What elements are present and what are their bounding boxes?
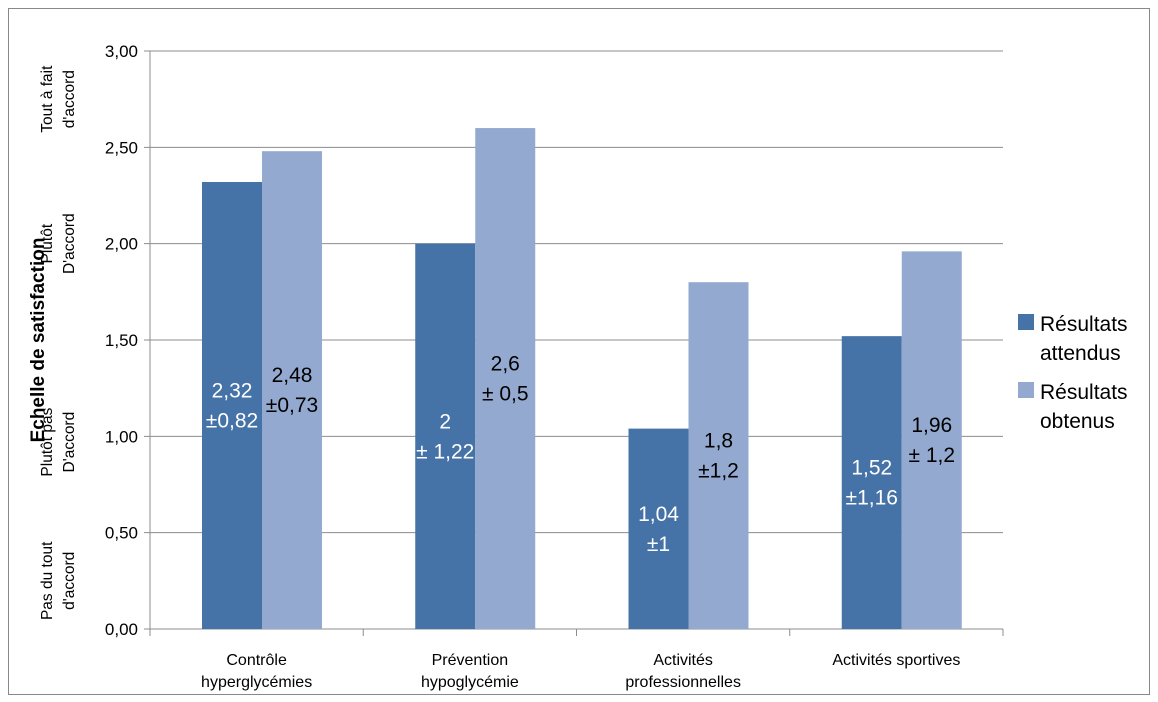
y-tick-label: 3,00: [105, 42, 138, 61]
x-category-label: Activités: [653, 652, 713, 669]
data-label: 2,48: [272, 364, 313, 387]
bar-expected: [415, 243, 476, 629]
data-label: 1,96: [911, 414, 952, 437]
scale-band-label: Pas du tout: [39, 541, 56, 620]
data-label: ± 0,5: [482, 383, 529, 406]
legend-label: Résultats: [1040, 313, 1128, 336]
bar-obtained: [475, 128, 536, 630]
data-label: ±1,16: [846, 487, 898, 510]
bar-expected: [202, 182, 262, 629]
bar-obtained: [688, 282, 749, 629]
legend-label: attendus: [1040, 342, 1121, 365]
x-category-label: hyperglycémies: [201, 674, 312, 691]
scale-band-label: D'accord: [61, 412, 78, 473]
y-tick-label: 2,50: [105, 138, 138, 157]
y-tick-label: 2,00: [105, 235, 138, 254]
y-tick-label: 0,00: [105, 620, 138, 639]
x-category-label: Contrôle: [226, 652, 287, 669]
y-tick-label: 0,50: [105, 524, 138, 543]
data-label: 2: [439, 410, 451, 433]
y-tick-label: 1,00: [105, 427, 138, 446]
scale-band-label: Plutôt pas: [39, 407, 56, 476]
y-tick-label: 1,50: [105, 331, 138, 350]
scale-band-label: Tout à fait: [39, 65, 56, 133]
chart-frame: [8, 8, 1150, 695]
data-label: 1,52: [851, 457, 892, 480]
bar-obtained: [262, 151, 322, 630]
data-label: 1,04: [638, 503, 679, 526]
x-category-label: Prévention: [432, 652, 509, 669]
legend-label: obtenus: [1040, 410, 1115, 433]
data-label: ±1,2: [698, 460, 739, 483]
bar-expected: [628, 428, 689, 629]
scale-band-label: d'accord: [61, 552, 78, 610]
data-label: ±1: [647, 533, 670, 556]
legend-label: Résultats: [1040, 381, 1128, 404]
x-category-label: Activités sportives: [832, 652, 960, 669]
y-axis-title: Echelle de satisfaction: [28, 238, 49, 443]
data-label: 2,6: [491, 353, 520, 376]
legend-swatch: [1018, 382, 1034, 398]
data-label: ±0,82: [206, 410, 258, 433]
bar-obtained: [901, 251, 962, 629]
data-label: ± 1,22: [416, 440, 474, 463]
x-category-label: professionnelles: [625, 674, 741, 691]
data-label: 1,8: [704, 430, 733, 453]
x-category-label: hypoglycémie: [421, 674, 519, 691]
data-label: 2,32: [212, 380, 253, 403]
legend-swatch: [1018, 314, 1034, 330]
scale-band-label: D'accord: [61, 213, 78, 274]
bar-expected: [841, 336, 902, 629]
data-label: ± 1,2: [908, 444, 955, 467]
scale-band-label: Plutôt: [39, 223, 56, 263]
scale-band-label: d'accord: [61, 70, 78, 128]
data-label: ±0,73: [266, 394, 318, 417]
